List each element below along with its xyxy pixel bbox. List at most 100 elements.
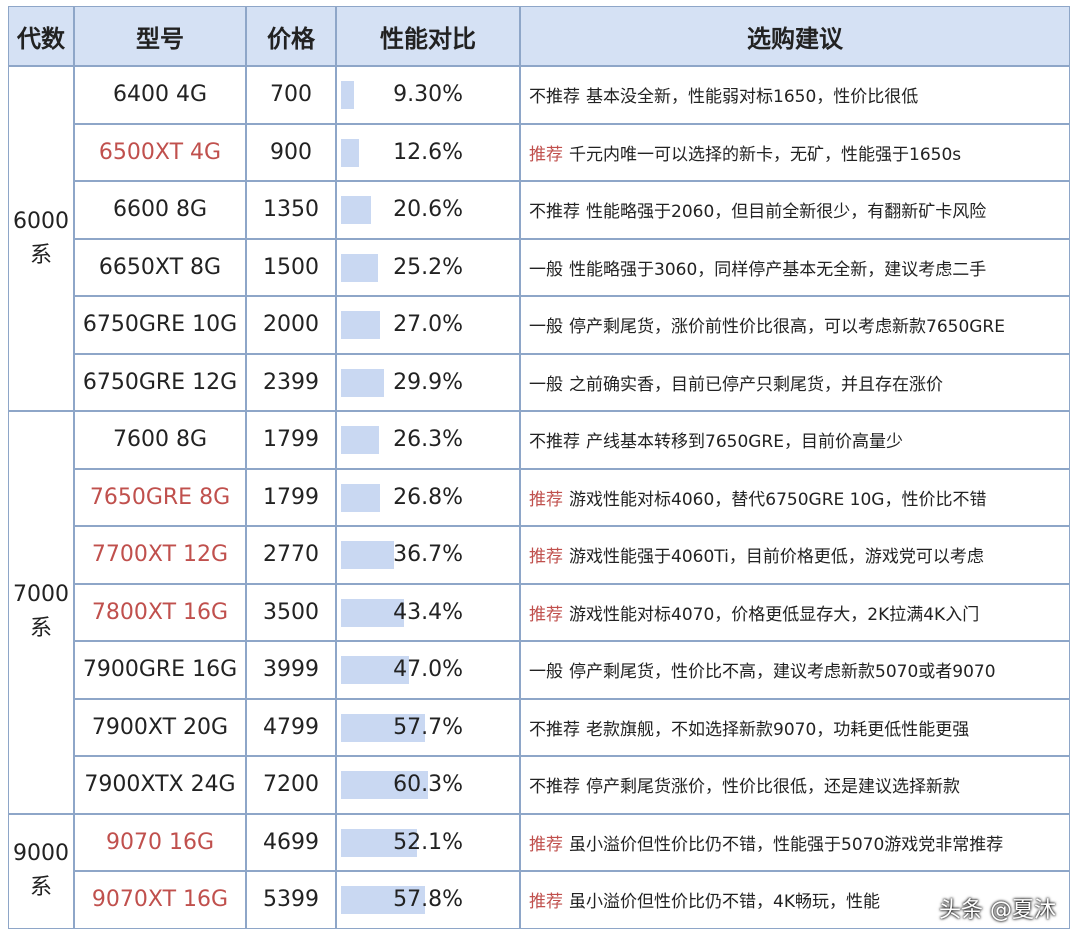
- price-cell: 3500: [246, 583, 336, 641]
- advice-cell: 推荐 虽小溢价但性价比仍不错，4K畅玩，性能: [520, 871, 1070, 929]
- advice-tag: 推荐: [529, 892, 563, 913]
- perf-bar: [341, 771, 429, 799]
- perf-cell: 29.9%: [336, 353, 520, 411]
- perf-bar: [341, 828, 417, 857]
- perf-bar: [341, 886, 425, 914]
- model-cell: 7900GRE 16G: [74, 641, 246, 699]
- perf-label: 12.6%: [393, 139, 463, 165]
- advice-cell: 不推荐 产线基本转移到7650GRE，目前价高量少: [520, 411, 1070, 469]
- price-cell: 900: [246, 123, 336, 181]
- perf-cell: 57.7%: [336, 698, 520, 756]
- model-cell: 9070 16G: [74, 813, 246, 871]
- generation-label: 系: [29, 875, 52, 900]
- model-cell: 7600 8G: [74, 411, 246, 469]
- advice-cell: 一般 性能略强于3060，同样停产基本无全新，建议考虑二手: [520, 238, 1070, 296]
- generation-label: 7000: [13, 582, 69, 608]
- perf-cell: 9.30%: [336, 66, 520, 124]
- price-cell: 5399: [246, 871, 336, 929]
- model-cell: 7900XTX 24G: [74, 756, 246, 814]
- advice-text: 停产剩尾货涨价，性价比很低，还是建议选择新款: [586, 777, 960, 798]
- advice-tag: 不推荐: [529, 719, 580, 740]
- advice-text: 停产剩尾货，涨价前性价比很高，可以考虑新款7650GRE: [569, 317, 1005, 338]
- model-cell: 6600 8G: [74, 181, 246, 239]
- advice-cell: 推荐 游戏性能对标4060，替代6750GRE 10G，性价比不错: [520, 468, 1070, 526]
- perf-cell: 47.0%: [336, 641, 520, 699]
- price-cell: 4699: [246, 813, 336, 871]
- perf-cell: 60.3%: [336, 756, 520, 814]
- perf-bar: [341, 138, 360, 167]
- generation-cell: 7000 系: [8, 411, 74, 814]
- header-cell: 选购建议: [520, 6, 1070, 66]
- price-cell: 2770: [246, 526, 336, 584]
- model-cell: 6750GRE 12G: [74, 353, 246, 411]
- advice-tag: 推荐: [529, 489, 563, 510]
- advice-text: 游戏性能对标4070，价格更低显存大，2K拉满4K入门: [569, 604, 980, 625]
- perf-cell: 26.3%: [336, 411, 520, 469]
- model-cell: 6400 4G: [74, 66, 246, 124]
- advice-cell: 不推荐 老款旗舰，不如选择新款9070，功耗更低性能更强: [520, 698, 1070, 756]
- generation-label: 6000: [13, 208, 69, 234]
- advice-cell: 一般 之前确实香，目前已停产只剩尾货，并且存在涨价: [520, 353, 1070, 411]
- perf-cell: 43.4%: [336, 583, 520, 641]
- generation-label: 系: [29, 242, 52, 268]
- advice-cell: 一般 停产剩尾货，性价比不高，建议考虑新款5070或者9070: [520, 641, 1070, 699]
- generation-cell: 9000 系: [8, 813, 74, 929]
- perf-cell: 12.6%: [336, 123, 520, 181]
- model-cell: 9070XT 16G: [74, 871, 246, 929]
- advice-text: 基本没全新，性能弱对标1650，性价比很低: [586, 87, 919, 108]
- generation-label: 系: [29, 616, 52, 642]
- advice-text: 老款旗舰，不如选择新款9070，功耗更低性能更强: [586, 719, 970, 740]
- advice-cell: 推荐 游戏性能对标4070，价格更低显存大，2K拉满4K入门: [520, 583, 1070, 641]
- perf-label: 26.8%: [393, 484, 463, 510]
- price-cell: 1350: [246, 181, 336, 239]
- price-cell: 7200: [246, 756, 336, 814]
- watermark: 头条 @夏沐: [939, 898, 1056, 923]
- advice-tag: 推荐: [529, 834, 563, 855]
- advice-cell: 一般 停产剩尾货，涨价前性价比很高，可以考虑新款7650GRE: [520, 296, 1070, 354]
- perf-bar: [341, 541, 395, 569]
- advice-text: 虽小溢价但性价比仍不错，4K畅玩，性能: [569, 892, 880, 913]
- perf-cell: 25.2%: [336, 238, 520, 296]
- price-cell: 1500: [246, 238, 336, 296]
- header-cell: 价格: [246, 6, 336, 66]
- header-cell: 型号: [74, 6, 246, 66]
- model-cell: 7700XT 12G: [74, 526, 246, 584]
- perf-bar: [341, 598, 404, 627]
- perf-cell: 20.6%: [336, 181, 520, 239]
- advice-cell: 不推荐 性能略强于2060，但目前全新很少，有翻新矿卡风险: [520, 181, 1070, 239]
- perf-label: 26.3%: [393, 427, 463, 453]
- header-cell: 性能对比: [336, 6, 520, 66]
- model-cell: 7900XT 20G: [74, 698, 246, 756]
- advice-cell: 推荐 游戏性能强于4060Ti，目前价格更低，游戏党可以考虑: [520, 526, 1070, 584]
- perf-bar: [341, 713, 425, 742]
- perf-bar: [341, 368, 385, 397]
- header-cell: 代数: [8, 6, 74, 66]
- price-cell: 700: [246, 66, 336, 124]
- price-cell: 2000: [246, 296, 336, 354]
- price-cell: 3999: [246, 641, 336, 699]
- perf-label: 47.0%: [393, 657, 463, 683]
- advice-text: 游戏性能强于4060Ti，目前价格更低，游戏党可以考虑: [569, 547, 984, 568]
- perf-cell: 27.0%: [336, 296, 520, 354]
- advice-tag: 推荐: [529, 144, 563, 165]
- advice-text: 游戏性能对标4060，替代6750GRE 10G，性价比不错: [569, 489, 987, 510]
- generation-label: 9000: [13, 841, 69, 866]
- advice-tag: 一般: [529, 317, 563, 338]
- model-cell: 7800XT 16G: [74, 583, 246, 641]
- model-cell: 6750GRE 10G: [74, 296, 246, 354]
- generation-cell: 6000 系: [8, 66, 74, 411]
- perf-bar: [341, 311, 381, 339]
- perf-label: 20.6%: [393, 197, 463, 223]
- perf-cell: 52.1%: [336, 813, 520, 871]
- perf-label: 43.4%: [393, 599, 463, 625]
- advice-cell: 不推荐 停产剩尾货涨价，性价比很低，还是建议选择新款: [520, 756, 1070, 814]
- model-cell: 6500XT 4G: [74, 123, 246, 181]
- perf-label: 27.0%: [393, 312, 463, 338]
- price-cell: 1799: [246, 468, 336, 526]
- price-cell: 2399: [246, 353, 336, 411]
- advice-text: 产线基本转移到7650GRE，目前价高量少: [586, 432, 903, 453]
- perf-bar: [341, 656, 410, 684]
- perf-label: 57.8%: [393, 887, 463, 913]
